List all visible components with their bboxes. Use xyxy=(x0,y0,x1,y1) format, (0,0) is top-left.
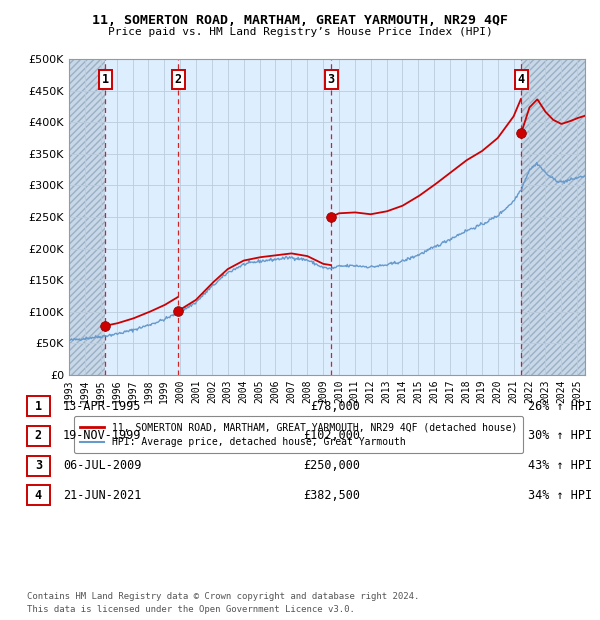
Text: 3: 3 xyxy=(328,73,335,86)
Text: £382,500: £382,500 xyxy=(303,489,360,502)
Text: £250,000: £250,000 xyxy=(303,459,360,472)
Text: 21-JUN-2021: 21-JUN-2021 xyxy=(63,489,142,502)
Text: £78,000: £78,000 xyxy=(310,400,360,412)
Text: 1: 1 xyxy=(35,400,42,412)
Text: This data is licensed under the Open Government Licence v3.0.: This data is licensed under the Open Gov… xyxy=(27,604,355,614)
Text: £102,000: £102,000 xyxy=(303,430,360,442)
Legend: 11, SOMERTON ROAD, MARTHAM, GREAT YARMOUTH, NR29 4QF (detached house), HPI: Aver: 11, SOMERTON ROAD, MARTHAM, GREAT YARMOU… xyxy=(74,416,523,453)
Text: 3: 3 xyxy=(35,459,42,472)
Text: 06-JUL-2009: 06-JUL-2009 xyxy=(63,459,142,472)
Text: 43% ↑ HPI: 43% ↑ HPI xyxy=(528,459,592,472)
Text: 4: 4 xyxy=(517,73,524,86)
Text: 34% ↑ HPI: 34% ↑ HPI xyxy=(528,489,592,502)
Text: Contains HM Land Registry data © Crown copyright and database right 2024.: Contains HM Land Registry data © Crown c… xyxy=(27,592,419,601)
Text: 13-APR-1995: 13-APR-1995 xyxy=(63,400,142,412)
Text: 19-NOV-1999: 19-NOV-1999 xyxy=(63,430,142,442)
Text: 26% ↑ HPI: 26% ↑ HPI xyxy=(528,400,592,412)
Text: 2: 2 xyxy=(175,73,182,86)
Text: Price paid vs. HM Land Registry’s House Price Index (HPI): Price paid vs. HM Land Registry’s House … xyxy=(107,27,493,37)
Text: 2: 2 xyxy=(35,430,42,442)
Bar xyxy=(69,59,105,375)
Bar xyxy=(521,59,585,375)
Text: 11, SOMERTON ROAD, MARTHAM, GREAT YARMOUTH, NR29 4QF: 11, SOMERTON ROAD, MARTHAM, GREAT YARMOU… xyxy=(92,14,508,27)
Text: 1: 1 xyxy=(101,73,109,86)
Text: 30% ↑ HPI: 30% ↑ HPI xyxy=(528,430,592,442)
Text: 4: 4 xyxy=(35,489,42,502)
